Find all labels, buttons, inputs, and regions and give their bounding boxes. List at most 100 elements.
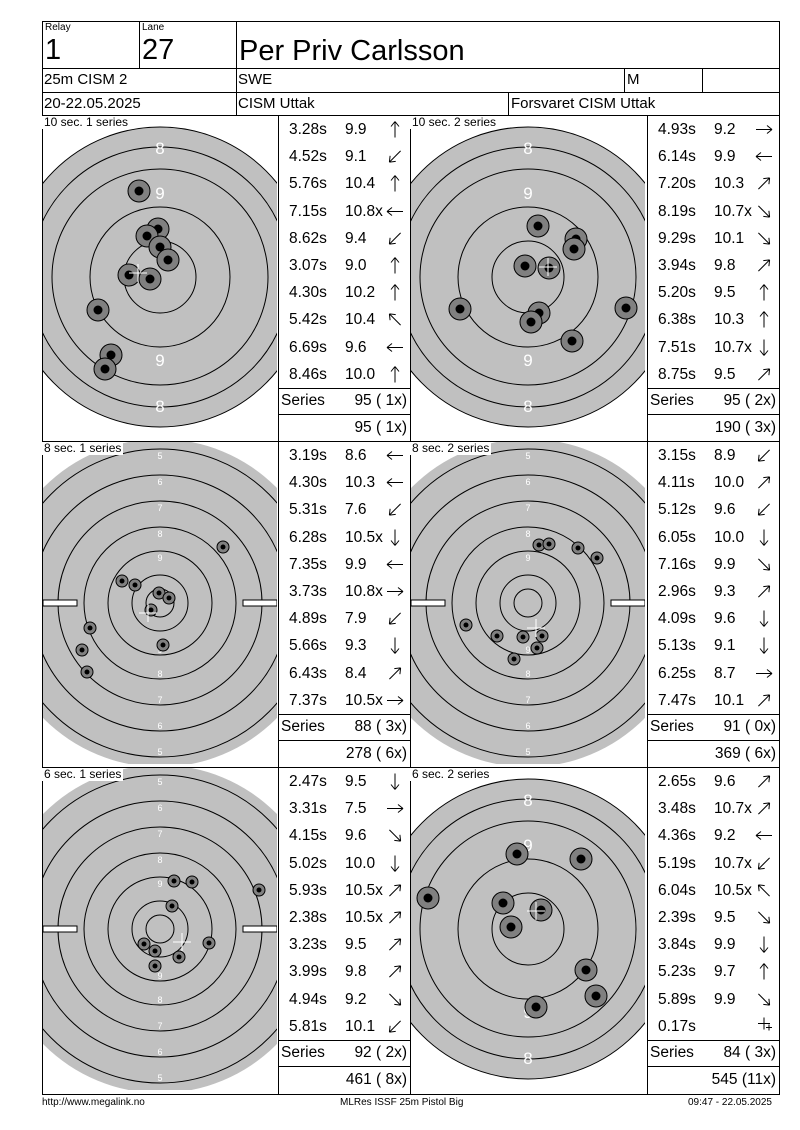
shot-time: 5.19s (658, 854, 696, 872)
shot-hole (156, 248, 180, 272)
series-title: 10 sec. 1 series (42, 115, 131, 129)
shot-time: 2.96s (658, 583, 696, 600)
shot-row: 3.84s 9.9 (648, 931, 778, 958)
ring-label: 9 (523, 184, 532, 203)
lane-value: 27 (142, 34, 175, 66)
shot-row: 7.20s 10.3 (648, 170, 778, 197)
shot-time: 6.04s (658, 881, 696, 899)
ring-label: 8 (157, 855, 162, 865)
shot-score: 10.7x (714, 854, 752, 872)
shot-score: 9.2 (714, 827, 736, 845)
shot-time: 7.35s (289, 555, 327, 573)
footer-url[interactable]: http://www.megalink.no (42, 1097, 145, 1108)
shot-hole (202, 936, 216, 950)
shot-row: 6.25s 8.7 (648, 660, 778, 687)
shot-score: 10.2 (345, 284, 376, 302)
arrow-up-icon (383, 252, 407, 279)
series-total: 84 ( 3x) (723, 1044, 776, 1061)
shot-score: 10.0 (714, 528, 745, 546)
ring-label: 9 (155, 351, 164, 370)
shot-hole (216, 540, 230, 554)
shot-hole (532, 538, 546, 552)
shot-hole (524, 995, 548, 1019)
ring-label: 5 (525, 747, 530, 757)
shot-hole (117, 263, 141, 287)
shot-hole (505, 842, 529, 866)
arrow-up-right-icon (752, 768, 776, 795)
shot-time: 0.17s (658, 1017, 696, 1035)
ring-label: 8 (157, 669, 162, 679)
arrow-up-icon (752, 306, 776, 333)
shot-score: 9.9 (714, 990, 736, 1008)
shot-row: 7.47s 10.1 (648, 687, 778, 714)
shot-score: 10.0 (345, 365, 376, 383)
ring-label: 7 (157, 503, 162, 513)
shot-hole (571, 541, 585, 555)
arrow-down-right-icon (752, 198, 776, 225)
arrow-left-icon (383, 198, 407, 225)
ring-label: 6 (525, 477, 530, 487)
shot-row: 5.12s 9.6 (648, 496, 778, 523)
shot-time: 3.73s (289, 583, 327, 600)
running-total: 190 ( 3x) (714, 419, 776, 436)
shot-row: 2.39s 9.5 (648, 904, 778, 931)
ring-label: 8 (155, 397, 164, 416)
shot-hole (128, 578, 142, 592)
ring-label: 8 (157, 529, 162, 539)
shot-row: 7.15s 10.8x (279, 198, 409, 225)
arrow-down-left-icon (383, 1013, 407, 1040)
running-total-row: 278 ( 6x) (279, 740, 409, 767)
ring-label: 6 (157, 477, 162, 487)
group-center-mark (173, 933, 191, 951)
shot-time: 3.99s (289, 963, 327, 981)
arrow-left-icon (383, 469, 407, 496)
shot-row: 5.93s 10.5x (279, 877, 409, 904)
arrow-right-icon (383, 687, 407, 714)
shot-score: 10.8x (345, 583, 383, 600)
arrow-up-right-icon (752, 252, 776, 279)
arrow-down-icon (752, 524, 776, 551)
shot-hole (127, 179, 151, 203)
shot-time: 5.76s (289, 175, 327, 193)
shot-score: 7.9 (345, 610, 367, 628)
shot-row: 8.75s 9.5 (648, 361, 778, 388)
arrow-up-right-icon (383, 931, 407, 958)
shot-score: 9.3 (714, 583, 736, 600)
shot-hole (584, 984, 608, 1008)
arrow-up-right-icon (383, 958, 407, 985)
shot-score: 10.1 (714, 229, 745, 247)
group-center-mark (539, 258, 557, 276)
shot-score: 9.1 (345, 148, 367, 166)
shot-list: 3.28s 9.9 4.52s 9.1 5.76s 10.4 7.15s 10.8x 8.62s… (279, 116, 410, 441)
shot-row: 5.13s 9.1 (648, 632, 778, 659)
arrow-left-icon (752, 822, 776, 849)
shot-hole (172, 950, 186, 964)
ring-label: 9 (157, 879, 162, 889)
shot-hole (542, 537, 556, 551)
shot-score: 9.5 (714, 365, 736, 383)
footer-timestamp: 09:47 - 22.05.2025 (688, 1097, 772, 1108)
shot-time: 5.81s (289, 1017, 327, 1035)
ring-label: 8 (155, 139, 164, 158)
ring-label: 7 (525, 503, 530, 513)
crosshair-icon (752, 1013, 776, 1040)
shot-row: 6.04s 10.5x (648, 877, 778, 904)
shot-row: 4.36s 9.2 (648, 822, 778, 849)
arrow-up-right-icon (752, 361, 776, 388)
shot-score: 8.4 (345, 664, 367, 682)
shot-list: 3.15s 8.9 4.11s 10.0 5.12s 9.6 6.05s 10.0 7.16s 9… (648, 442, 779, 767)
ring-label: 9 (157, 971, 162, 981)
competition: CISM Uttak (238, 95, 315, 112)
date: 20-22.05.2025 (44, 95, 141, 112)
ring-label: 5 (157, 1073, 162, 1083)
shot-time: 3.23s (289, 936, 327, 954)
shot-hole (459, 618, 473, 632)
ring-label: 9 (157, 553, 162, 563)
arrow-up-right-icon (752, 170, 776, 197)
shot-time: 6.25s (658, 664, 696, 682)
shot-time: 5.12s (658, 501, 696, 519)
shot-hole (80, 665, 94, 679)
shot-row: 3.31s 7.5 (279, 795, 409, 822)
shot-row: 3.19s 8.6 (279, 442, 409, 469)
